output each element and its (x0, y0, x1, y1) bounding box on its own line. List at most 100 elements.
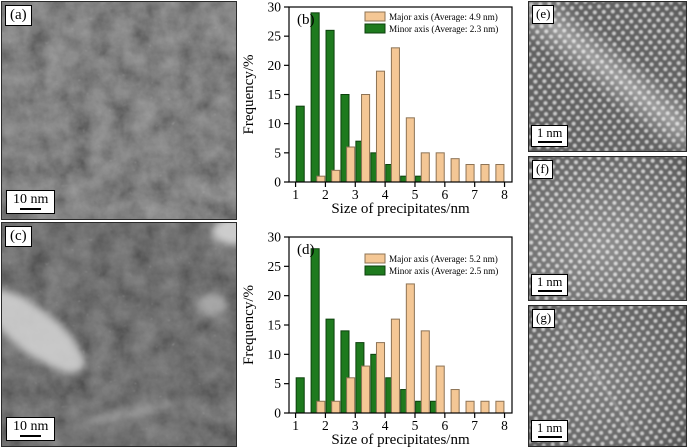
y-tick-label: 25 (268, 259, 282, 274)
bar-major (316, 175, 326, 183)
bar-major (465, 164, 475, 183)
chart-panel-letter: (b) (297, 12, 315, 28)
x-axis-title: Size of precipitates/nm (331, 201, 470, 217)
bar-major (405, 117, 415, 183)
legend-label: Minor axis (Average: 2.3 nm) (389, 24, 498, 34)
y-tick-label: 15 (268, 318, 282, 333)
panel-label-a: (a) (5, 5, 32, 26)
legend-swatch-minor (364, 23, 386, 34)
legend-label: Major axis (Average: 5.2 nm) (389, 254, 498, 264)
bar-major (480, 400, 490, 414)
y-tick-label: 20 (268, 288, 282, 303)
y-tick-label: 5 (274, 376, 281, 391)
bright-streak (83, 401, 177, 425)
y-axis-title: Frequency/% (241, 55, 257, 135)
scale-bar-text-a: 10 nm (13, 192, 49, 207)
x-tick-label: 8 (501, 187, 508, 202)
bar-major (361, 94, 371, 183)
y-tick-label: 5 (274, 145, 281, 160)
x-tick-label: 8 (501, 418, 508, 433)
chart-b: 0 5 10 15 20 25 30 1 2 3 4 5 6 7 8 Size of precipitates… (238, 0, 527, 224)
bar-major (346, 377, 356, 414)
bar-major (435, 152, 445, 183)
scale-bar-line-a (20, 208, 42, 210)
x-tick-label: 3 (352, 418, 359, 433)
bar-major (375, 70, 386, 183)
scale-bar-e: 1 nm (531, 125, 569, 147)
scale-bar-text-f: 1 nm (537, 275, 563, 289)
x-tick-label: 7 (471, 187, 478, 202)
tem-image-c (2, 223, 236, 446)
bar-major (405, 283, 415, 414)
legend-label: Minor axis (Average: 2.5 nm) (389, 266, 498, 276)
bar-major (331, 400, 341, 414)
bar-major (495, 400, 505, 414)
x-axis-title: Size of precipitates/nm (331, 432, 470, 448)
bar-major (420, 152, 430, 183)
bar-minor (325, 29, 335, 183)
bar-minor (310, 12, 320, 183)
bar-major (390, 318, 400, 414)
scale-bar-line-f (537, 290, 562, 292)
chart-panel-letter: (d) (297, 242, 315, 258)
panel-label-f: (f) (532, 160, 553, 179)
bar-major (420, 330, 430, 414)
bright-corner-blob (212, 223, 236, 245)
x-tick-label: 7 (471, 418, 478, 433)
x-tick-label: 4 (382, 418, 389, 433)
x-tick-label: 2 (322, 187, 329, 202)
scale-bar-line-c (20, 435, 42, 437)
bar-major (450, 158, 460, 183)
y-tick-label: 20 (268, 58, 282, 73)
scale-bar-line-e (537, 141, 562, 143)
y-tick-label: 0 (274, 406, 281, 421)
bright-blob-right (198, 293, 226, 317)
y-tick-label: 10 (268, 116, 282, 131)
y-tick-label: 15 (268, 87, 282, 102)
panel-label-g: (g) (532, 309, 556, 328)
legend-swatch-major (364, 253, 386, 264)
x-tick-label: 3 (352, 187, 359, 202)
bar-major (480, 164, 490, 183)
bar-major (390, 47, 400, 183)
bar-minor (310, 248, 320, 414)
panel-label-c: (c) (5, 226, 32, 247)
bar-major (331, 169, 341, 183)
legend-swatch-minor (364, 265, 386, 276)
bar-major (375, 342, 386, 414)
hrtem-image-f (529, 157, 686, 300)
bar-minor (295, 377, 305, 414)
chart-d: 0 5 10 15 20 25 30 1 2 3 4 5 6 7 8 Size of precipitates… (238, 224, 527, 448)
scale-bar-f: 1 nm (531, 274, 569, 296)
bar-major (495, 164, 505, 183)
bar-major (316, 400, 326, 414)
y-axis-title: Frequency/% (241, 285, 257, 365)
y-tick-label: 25 (268, 29, 282, 44)
bar-minor (295, 105, 305, 183)
x-tick-label: 6 (441, 187, 448, 202)
x-tick-label: 5 (412, 187, 419, 202)
scale-bar-g: 1 nm (531, 420, 569, 442)
micrograph-g: (g) 1 nm (528, 305, 687, 447)
x-tick-label: 4 (382, 187, 389, 202)
y-tick-label: 30 (268, 0, 282, 15)
micrograph-f: (f) 1 nm (528, 156, 687, 301)
x-tick-label: 6 (441, 418, 448, 433)
x-tick-label: 1 (292, 187, 299, 202)
tem-image-a (2, 2, 236, 219)
scale-bar-a: 10 nm (6, 190, 56, 214)
x-tick-label: 5 (412, 418, 419, 433)
bar-major (346, 146, 356, 183)
legend-swatch-major (364, 11, 386, 22)
bar-major (450, 389, 460, 414)
x-tick-label: 2 (322, 418, 329, 433)
y-tick-label: 10 (268, 347, 282, 362)
scale-bar-text-g: 1 nm (537, 421, 563, 435)
bar-minor (325, 318, 335, 414)
x-tick-label: 1 (292, 418, 299, 433)
scale-bar-text-e: 1 nm (537, 126, 563, 140)
micrograph-a: (a) 10 nm (1, 1, 237, 220)
histogram-d: 0 5 10 15 20 25 30 1 2 3 4 5 6 7 8 Size of precipitates… (241, 230, 513, 448)
bar-major (361, 365, 371, 414)
